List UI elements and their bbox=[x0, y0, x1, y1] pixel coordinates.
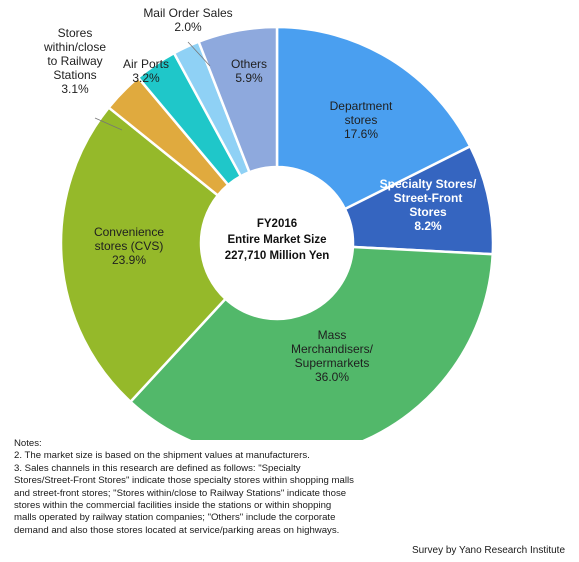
slice-2 bbox=[128, 245, 495, 440]
center-text-line-1: Entire Market Size bbox=[227, 234, 326, 246]
note-line: Stores/Street-Front Stores" indicate tho… bbox=[14, 475, 354, 487]
slice-label-6: Mail Order Sales 2.0% bbox=[143, 6, 232, 34]
slice-label-5: Air Ports 3.2% bbox=[123, 57, 169, 85]
note-line: 2. The market size is based on the shipm… bbox=[14, 450, 310, 462]
slice-label-2: Mass Merchandisers/Supermarkets 36.0% bbox=[291, 328, 374, 384]
notes: Notes: 2. The market size is based on th… bbox=[14, 438, 566, 537]
slice-0 bbox=[275, 25, 472, 211]
source-credit: Survey by Yano Research Institute bbox=[411, 545, 565, 556]
leader-lines bbox=[94, 41, 211, 131]
slice-7 bbox=[197, 25, 279, 174]
slice-label-0: Department stores 17.6% bbox=[330, 99, 393, 141]
donut-chart: Department stores 17.6% Specialty Stores/St… bbox=[43, 6, 495, 440]
slice-label-1: Specialty Stores/Street-Front Stores 8.2% bbox=[380, 177, 477, 233]
slice-labels: Department stores 17.6% Specialty Stores/St… bbox=[43, 6, 477, 384]
center-text-line-0: FY2016 bbox=[257, 218, 297, 230]
leader-line-6 bbox=[187, 41, 211, 67]
donut-slices bbox=[59, 25, 495, 440]
notes-heading: Notes: bbox=[14, 438, 42, 449]
slice-3 bbox=[59, 105, 228, 404]
center-label: FY2016 Entire Market Size 227,710 Million … bbox=[225, 218, 330, 262]
note-line: demand and also those stores located at … bbox=[14, 524, 340, 536]
slice-label-3: Convenience stores (CVS) 23.9% bbox=[94, 225, 164, 267]
slice-label-7: Others 5.9% bbox=[231, 57, 267, 85]
center-text-line-2: 227,710 Million Yen bbox=[225, 250, 330, 262]
note-line: malls operated by railway station compan… bbox=[14, 512, 336, 524]
note-line: and street-front stores; "Stores within/… bbox=[14, 487, 347, 499]
note-line: 3. Sales channels in this research are d… bbox=[14, 462, 301, 474]
slice-label-4: Stores within/close to Railway Stations 3.1% bbox=[43, 26, 106, 96]
leader-line-4 bbox=[94, 117, 123, 131]
note-line: stores within the commercial facilities … bbox=[14, 500, 332, 512]
